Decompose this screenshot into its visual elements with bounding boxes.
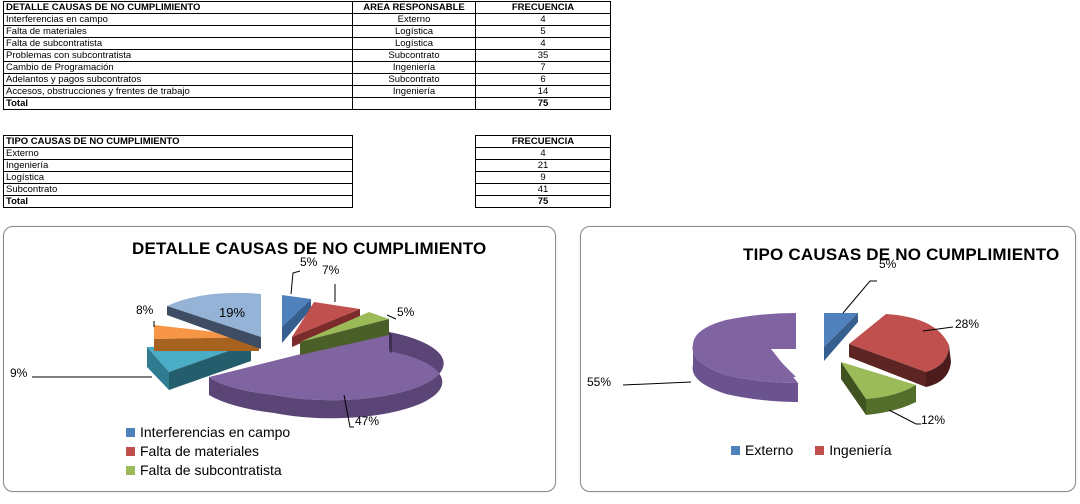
cell-area: Ingeniería	[352, 85, 476, 98]
legend-swatch	[126, 428, 135, 437]
cell-frequency: 4	[475, 13, 611, 26]
total-label: Total	[3, 195, 353, 208]
header-type-causes: TIPO CAUSAS DE NO CUMPLIMIENTO	[3, 135, 353, 148]
total-label: Total	[3, 97, 353, 110]
cell-frequency: 4	[475, 37, 611, 50]
total-area-empty	[352, 97, 476, 110]
cell-frequency: 5	[475, 25, 611, 38]
table-row: Falta de materiales Logística 5	[3, 25, 611, 38]
type-causes-chart: TIPO CAUSAS DE NO CUMPLIMIENTO 5% 28% 12…	[580, 226, 1076, 492]
legend-label: Externo	[745, 442, 794, 458]
legend-label: Falta de subcontratista	[140, 462, 282, 478]
type-pie-graphic	[622, 280, 954, 425]
cell-area: Subcontrato	[352, 73, 476, 86]
cell-cause: Interferencias en campo	[3, 13, 353, 26]
header-frecuencia: FRECUENCIA	[475, 1, 611, 14]
cell-cause: Cambio de Programación	[3, 61, 353, 74]
spacer	[353, 136, 476, 148]
cell-area: Ingeniería	[352, 61, 476, 74]
label-ingenieria: 28%	[955, 317, 980, 331]
spacer	[353, 184, 476, 196]
detail-causes-chart: DETALLE CAUSAS DE NO CUMPLIMIENTO 5% 7% …	[3, 226, 556, 492]
label-interferencias: 5%	[300, 255, 318, 269]
chart-title: TIPO CAUSAS DE NO CUMPLIMIENTO	[743, 245, 1060, 264]
cell-area: Logística	[352, 25, 476, 38]
cell-type: Subcontrato	[3, 183, 353, 196]
legend-item: Externo	[731, 441, 793, 460]
table-row: Accesos, obstrucciones y frentes de trab…	[3, 85, 611, 98]
table-total-row: Total 75	[3, 195, 611, 208]
spacer	[353, 172, 476, 184]
spacer	[353, 160, 476, 172]
cell-area: Logística	[352, 37, 476, 50]
legend-swatch	[126, 447, 135, 456]
cell-frequency: 4	[475, 147, 611, 160]
legend-item: Falta de subcontratista	[126, 461, 290, 480]
cell-frequency: 6	[475, 73, 611, 86]
cell-cause: Accesos, obstrucciones y frentes de trab…	[3, 85, 353, 98]
legend-label: Ingeniería	[829, 442, 892, 458]
cell-frequency: 21	[475, 159, 611, 172]
legend-label: Interferencias en campo	[140, 424, 291, 440]
label-problemas-subcontratista: 47%	[355, 414, 380, 428]
detail-causes-table: DETALLE CAUSAS DE NO CUMPLIMIENTO AREA R…	[3, 1, 611, 110]
spacer	[353, 148, 476, 160]
spacer	[353, 196, 476, 208]
cell-cause: Falta de materiales	[3, 25, 353, 38]
chart-legend: Externo Ingeniería	[731, 441, 892, 460]
cell-type: Ingeniería	[3, 159, 353, 172]
cell-cause: Falta de subcontratista	[3, 37, 353, 50]
cell-area: Externo	[352, 13, 476, 26]
type-causes-table: TIPO CAUSAS DE NO CUMPLIMIENTO FRECUENCI…	[3, 135, 611, 208]
cell-frequency: 41	[475, 183, 611, 196]
header-area-responsable: AREA RESPONSABLE	[352, 1, 476, 14]
legend-label: Falta de materiales	[140, 443, 260, 459]
cell-area: Subcontrato	[352, 49, 476, 62]
label-falta-subcontratista: 5%	[397, 305, 415, 319]
header-frecuencia: FRECUENCIA	[475, 135, 611, 148]
label-adelantos-pagos: 8%	[136, 303, 154, 317]
header-detail-causes: DETALLE CAUSAS DE NO CUMPLIMIENTO	[3, 1, 353, 14]
label-accesos-obstrucciones: 19%	[219, 305, 246, 320]
table-row: Ingeniería 21	[3, 159, 611, 172]
cell-frequency: 14	[475, 85, 611, 98]
table-row: Problemas con subcontratista Subcontrato…	[3, 49, 611, 62]
legend-swatch	[731, 446, 740, 455]
table-row: Adelantos y pagos subcontratos Subcontra…	[3, 73, 611, 86]
cell-frequency: 9	[475, 171, 611, 184]
cell-cause: Adelantos y pagos subcontratos	[3, 73, 353, 86]
table-header-row: DETALLE CAUSAS DE NO CUMPLIMIENTO AREA R…	[3, 1, 611, 14]
table-row: Subcontrato 41	[3, 183, 611, 196]
label-falta-materiales: 7%	[322, 263, 340, 277]
label-cambio-programacion: 9%	[10, 366, 28, 380]
legend-item: Interferencias en campo	[126, 423, 290, 442]
label-logistica: 12%	[921, 413, 946, 427]
cell-frequency: 35	[475, 49, 611, 62]
table-header-row: TIPO CAUSAS DE NO CUMPLIMIENTO FRECUENCI…	[3, 135, 611, 148]
table-row: Logística 9	[3, 171, 611, 184]
table-row: Externo 4	[3, 147, 611, 160]
label-subcontrato: 55%	[587, 375, 612, 389]
table-row: Interferencias en campo Externo 4	[3, 13, 611, 26]
cell-type: Externo	[3, 147, 353, 160]
total-value: 75	[475, 97, 611, 110]
cell-cause: Problemas con subcontratista	[3, 49, 353, 62]
chart-title: DETALLE CAUSAS DE NO CUMPLIMIENTO	[132, 239, 487, 258]
legend-swatch	[815, 446, 825, 455]
table-row: Cambio de Programación Ingeniería 7	[3, 61, 611, 74]
legend-item: Falta de materiales	[126, 442, 290, 461]
chart-legend: Interferencias en campo Falta de materia…	[126, 423, 290, 480]
legend-item: Ingeniería	[815, 441, 892, 460]
label-externo: 5%	[879, 257, 897, 271]
cell-type: Logística	[3, 171, 353, 184]
cell-frequency: 7	[475, 61, 611, 74]
table-row: Falta de subcontratista Logística 4	[3, 37, 611, 50]
detail-pie-graphic	[32, 270, 444, 428]
total-value: 75	[475, 195, 611, 208]
legend-swatch	[126, 466, 135, 475]
table-total-row: Total 75	[3, 97, 611, 110]
